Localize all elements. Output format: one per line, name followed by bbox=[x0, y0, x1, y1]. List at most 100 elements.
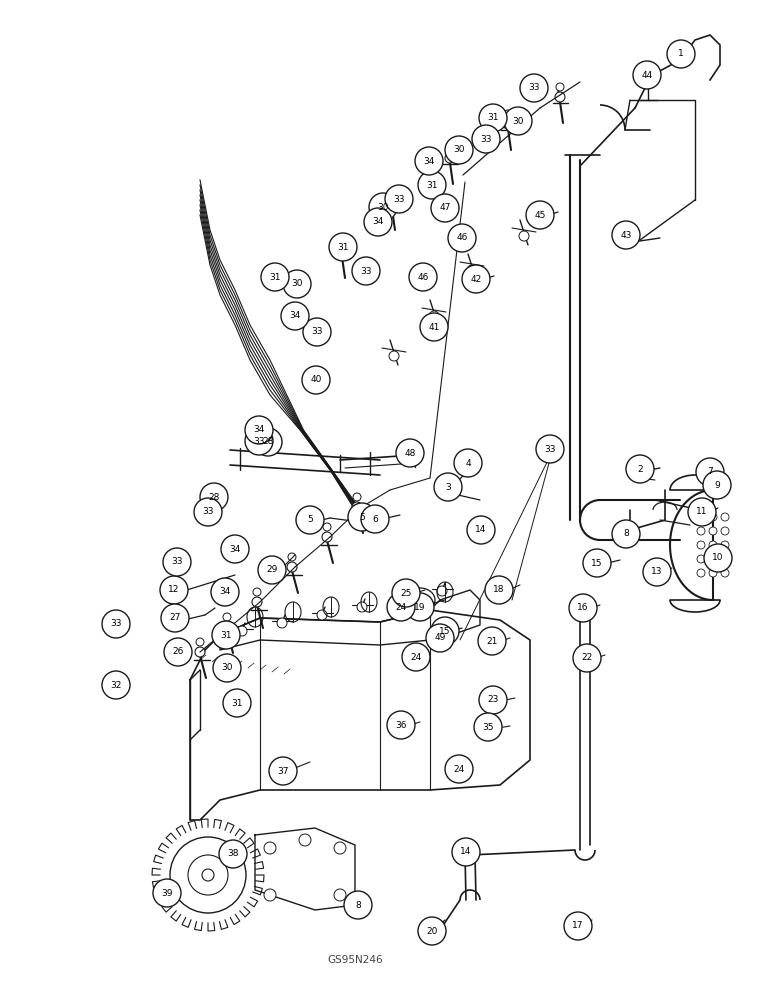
Circle shape bbox=[163, 548, 191, 576]
Text: 3: 3 bbox=[445, 483, 451, 491]
Text: 38: 38 bbox=[227, 850, 239, 858]
Circle shape bbox=[329, 233, 357, 261]
Circle shape bbox=[643, 558, 671, 586]
Circle shape bbox=[445, 136, 473, 164]
Circle shape bbox=[697, 527, 705, 535]
Circle shape bbox=[223, 689, 251, 717]
Circle shape bbox=[287, 562, 297, 572]
Text: 34: 34 bbox=[290, 312, 300, 320]
Text: 26: 26 bbox=[172, 648, 184, 656]
Circle shape bbox=[277, 618, 287, 628]
Circle shape bbox=[387, 199, 397, 209]
Circle shape bbox=[302, 366, 330, 394]
Circle shape bbox=[252, 597, 262, 607]
Circle shape bbox=[709, 555, 717, 563]
Circle shape bbox=[352, 257, 380, 285]
Text: 34: 34 bbox=[423, 156, 435, 165]
Circle shape bbox=[387, 593, 415, 621]
Text: 19: 19 bbox=[415, 602, 425, 611]
Text: 46: 46 bbox=[418, 272, 428, 282]
Circle shape bbox=[160, 576, 188, 604]
Text: 15: 15 bbox=[591, 558, 603, 568]
Circle shape bbox=[472, 125, 500, 153]
Text: 13: 13 bbox=[652, 568, 662, 576]
Text: 10: 10 bbox=[713, 554, 724, 562]
Circle shape bbox=[357, 602, 367, 612]
Circle shape bbox=[261, 263, 289, 291]
Text: 33: 33 bbox=[311, 328, 323, 336]
Circle shape bbox=[721, 527, 729, 535]
Circle shape bbox=[709, 541, 717, 549]
Circle shape bbox=[269, 757, 297, 785]
Circle shape bbox=[364, 208, 392, 236]
Circle shape bbox=[703, 471, 731, 499]
Circle shape bbox=[467, 265, 477, 275]
Text: 18: 18 bbox=[493, 585, 505, 594]
Circle shape bbox=[420, 313, 448, 341]
Circle shape bbox=[396, 439, 424, 467]
Circle shape bbox=[445, 153, 455, 163]
Text: 22: 22 bbox=[581, 654, 593, 662]
Circle shape bbox=[344, 891, 372, 919]
Circle shape bbox=[223, 613, 231, 621]
Text: 21: 21 bbox=[486, 637, 498, 646]
Circle shape bbox=[219, 840, 247, 868]
Text: 46: 46 bbox=[456, 233, 468, 242]
Circle shape bbox=[334, 842, 346, 854]
Circle shape bbox=[446, 144, 454, 152]
Text: 5: 5 bbox=[359, 512, 365, 522]
Text: 17: 17 bbox=[572, 922, 584, 930]
Circle shape bbox=[161, 604, 189, 632]
Text: 45: 45 bbox=[534, 211, 546, 220]
Circle shape bbox=[462, 265, 490, 293]
Circle shape bbox=[222, 622, 232, 632]
Circle shape bbox=[322, 532, 332, 542]
Circle shape bbox=[573, 644, 601, 672]
Circle shape bbox=[369, 193, 397, 221]
Circle shape bbox=[388, 190, 396, 198]
Circle shape bbox=[406, 593, 434, 621]
Circle shape bbox=[474, 713, 502, 741]
Circle shape bbox=[397, 594, 407, 604]
Circle shape bbox=[416, 273, 430, 287]
Circle shape bbox=[264, 842, 276, 854]
Text: 33: 33 bbox=[202, 508, 214, 516]
Circle shape bbox=[303, 318, 331, 346]
Circle shape bbox=[504, 110, 512, 118]
Circle shape bbox=[317, 610, 327, 620]
Text: 11: 11 bbox=[696, 508, 708, 516]
Circle shape bbox=[338, 238, 346, 246]
Circle shape bbox=[612, 520, 640, 548]
Circle shape bbox=[612, 221, 640, 249]
Circle shape bbox=[281, 302, 309, 330]
Circle shape bbox=[709, 527, 717, 535]
Circle shape bbox=[170, 837, 246, 913]
Text: 34: 34 bbox=[229, 544, 241, 554]
Circle shape bbox=[688, 498, 716, 526]
Text: 49: 49 bbox=[435, 634, 445, 643]
Circle shape bbox=[418, 917, 446, 945]
Circle shape bbox=[387, 711, 415, 739]
Text: 39: 39 bbox=[161, 888, 173, 898]
Circle shape bbox=[536, 435, 564, 463]
Circle shape bbox=[164, 638, 192, 666]
Circle shape bbox=[556, 83, 564, 91]
Circle shape bbox=[348, 503, 376, 531]
Circle shape bbox=[470, 275, 484, 289]
Text: 31: 31 bbox=[487, 113, 499, 122]
Circle shape bbox=[667, 40, 695, 68]
Text: 14: 14 bbox=[476, 526, 486, 534]
Circle shape bbox=[633, 61, 661, 89]
Text: 30: 30 bbox=[291, 279, 303, 288]
Circle shape bbox=[194, 498, 222, 526]
Circle shape bbox=[454, 449, 482, 477]
Circle shape bbox=[503, 119, 513, 129]
Circle shape bbox=[402, 643, 430, 671]
Text: 33: 33 bbox=[253, 436, 265, 446]
Text: 30: 30 bbox=[513, 116, 523, 125]
Text: 12: 12 bbox=[168, 585, 180, 594]
Circle shape bbox=[721, 555, 729, 563]
Text: 43: 43 bbox=[621, 231, 631, 239]
Circle shape bbox=[721, 541, 729, 549]
Circle shape bbox=[697, 569, 705, 577]
